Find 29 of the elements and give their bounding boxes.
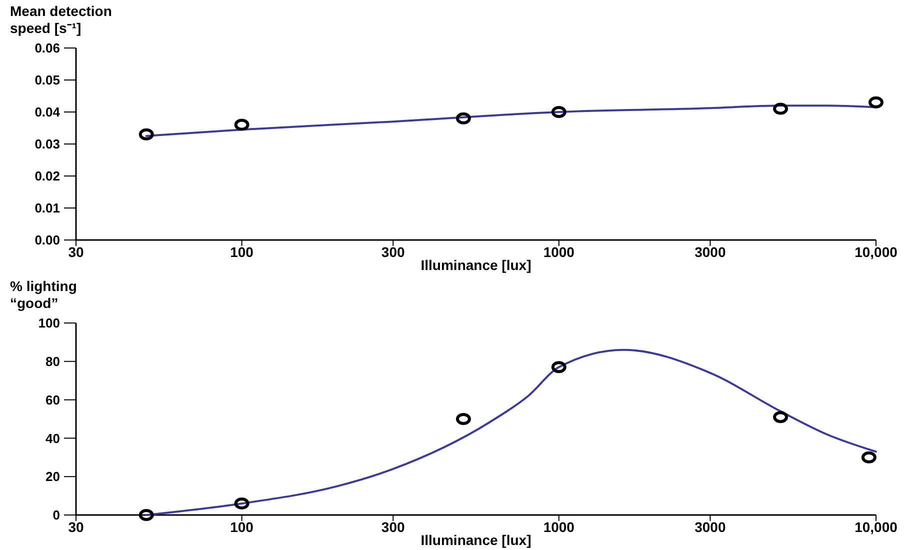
x-tick-label: 10,000 xyxy=(854,244,898,260)
y-tick-label: 0.06 xyxy=(34,40,60,56)
y-tick-label: 0.01 xyxy=(34,200,60,216)
y-tick-label: 0.05 xyxy=(34,72,60,88)
x-tick-label: 30 xyxy=(68,519,84,535)
y-tick-label: 0.00 xyxy=(34,232,60,248)
y-tick-label: 80 xyxy=(46,354,60,369)
x-tick-label: 300 xyxy=(381,244,405,260)
x-tick-label: 100 xyxy=(230,244,254,260)
y-tick-label: 100 xyxy=(38,316,60,331)
y-tick-label: 0.03 xyxy=(34,136,60,152)
y-tick-label: 40 xyxy=(46,430,60,446)
x-axis-title: Illuminance [lux] xyxy=(420,532,532,548)
x-tick-label: 30 xyxy=(68,244,84,260)
y-axis-title: Mean detection speed [s⁻¹] xyxy=(10,3,112,36)
x-tick-label: 1000 xyxy=(543,244,575,260)
x-tick-label: 300 xyxy=(381,519,405,535)
y-tick-label: 60 xyxy=(46,392,60,408)
x-tick-label: 100 xyxy=(230,519,254,535)
x-tick-label: 1000 xyxy=(543,519,575,535)
x-tick-label: 3000 xyxy=(694,519,726,535)
x-tick-label: 10,000 xyxy=(854,519,898,535)
x-tick-label: 3000 xyxy=(694,244,726,260)
y-tick-label: 0.04 xyxy=(34,104,61,120)
y-tick-label: 0.02 xyxy=(34,168,60,184)
x-axis-title: Illuminance [lux] xyxy=(420,257,532,273)
y-tick-label: 20 xyxy=(46,469,60,484)
y-axis-title: % lighting “good” xyxy=(10,278,77,311)
y-tick-label: 0 xyxy=(52,508,60,523)
